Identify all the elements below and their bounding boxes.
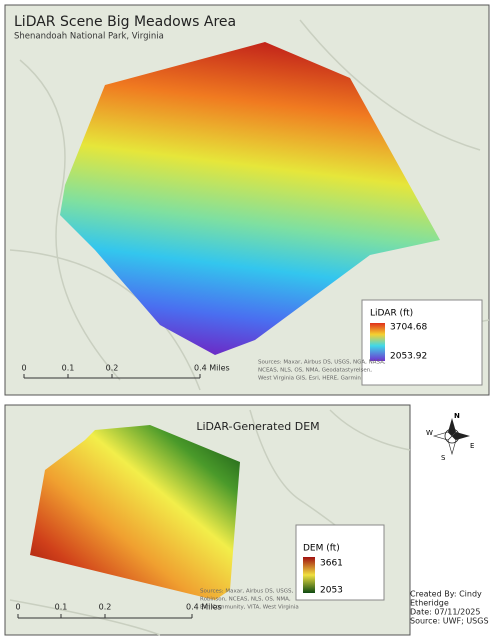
legend-box <box>361 299 483 386</box>
north-arrow <box>432 418 470 456</box>
map-title: LiDAR Scene Big Meadows Area <box>14 14 236 30</box>
scale-label: 0.4 Miles <box>186 603 222 612</box>
credit: Etheridge <box>410 599 449 608</box>
legend-low: 2053.92 <box>390 352 427 362</box>
sources: Sources: Maxar, Airbus DS, USGS, NGA, NA… <box>258 360 386 366</box>
scale-label: 0 <box>15 603 20 612</box>
dem-surface <box>30 425 240 600</box>
credit: Date: 07/11/2025 <box>410 608 480 617</box>
credit: Source: UWF; USGS <box>410 617 489 626</box>
legend-ramp <box>370 323 385 361</box>
sources: NCEAS, NLS, OS, NMA, Geodatastyrelsen, <box>258 368 372 374</box>
scale-label: 0 <box>21 364 26 373</box>
compass-s: S <box>441 454 446 462</box>
sources: Sources: Maxar, Airbus DS, USGS, <box>200 589 293 595</box>
scale-label: 0.2 <box>106 364 119 373</box>
compass-n: N <box>454 412 460 420</box>
compass-e: E <box>470 442 474 450</box>
scale-bar <box>23 374 201 379</box>
sources: West Virginia GIS, Esri, HERE, Garmin <box>258 376 361 382</box>
credit: Created By: Cindy <box>410 590 482 599</box>
scale-label: 0.4 Miles <box>194 364 230 373</box>
scale-label: 0.1 <box>62 364 75 373</box>
lidar-point-cloud <box>60 42 440 355</box>
legend-ramp <box>303 557 315 593</box>
scale-label: 0.2 <box>99 603 112 612</box>
legend-title: DEM (ft) <box>303 544 340 554</box>
compass-w: W <box>426 429 433 437</box>
legend-low: 2053 <box>320 586 343 596</box>
sources: Esri Community, VITA, West Virginia <box>200 605 299 611</box>
topo-lines <box>9 19 490 391</box>
map-title: LiDAR-Generated DEM <box>196 420 319 433</box>
legend-high: 3704.68 <box>390 323 427 333</box>
map-subtitle: Shenandoah National Park, Virginia <box>14 32 164 42</box>
legend-high: 3661 <box>320 559 343 569</box>
legend-title: LiDAR (ft) <box>370 309 413 319</box>
scale-label: 0.1 <box>55 603 68 612</box>
sources: Robinson, NCEAS, NLS, OS, NMA, <box>200 597 291 603</box>
scale-bar <box>17 614 193 619</box>
